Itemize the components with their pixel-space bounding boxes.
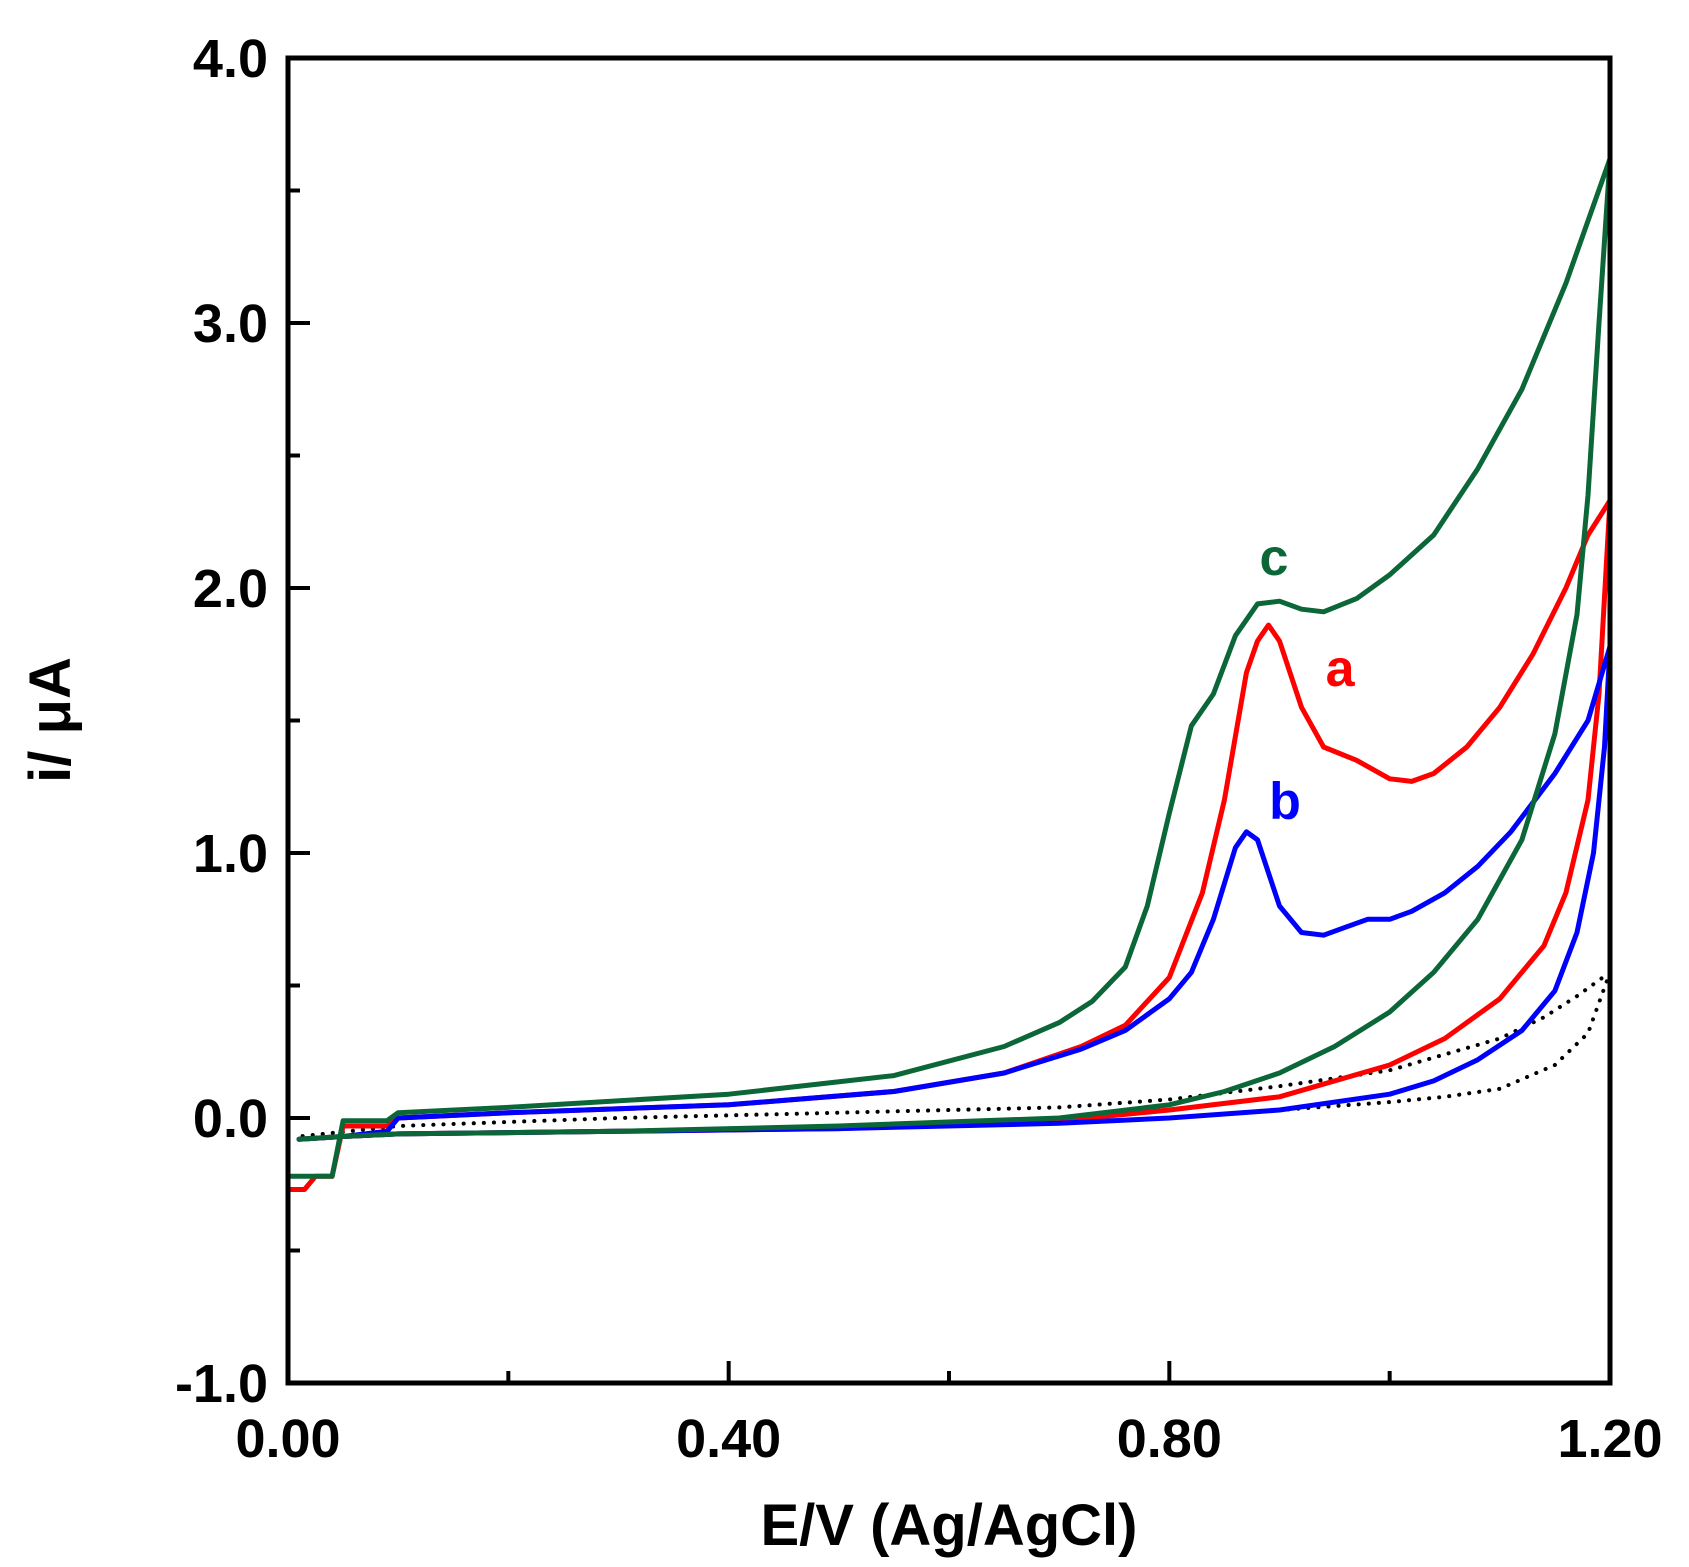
x-tick-label: 0.80 [1117,1409,1222,1469]
x-axis-title: E/V (Ag/AgCl) [761,1493,1138,1558]
y-tick-label: 1.0 [193,824,268,884]
x-tick-label: 1.20 [1557,1409,1662,1469]
curve-label-a: a [1326,640,1356,698]
label-layer: 0.00 0.40 0.80 1.20 -1.0 0.0 1.0 2.0 3.0 4.0 ca b [175,29,1663,1469]
series-line-b [296,643,1613,1142]
y-tick-label: 0.0 [193,1089,268,1149]
plot-frame [285,55,1613,1386]
tick-layer [286,56,1612,1385]
y-tick-label: 3.0 [193,294,268,354]
series-layer [285,156,1613,1192]
x-tick-label: 0.00 [235,1409,340,1469]
y-tick-label: 2.0 [193,559,268,619]
y-axis-title: i/ μA [18,657,83,783]
curve-label-b: b [1269,773,1301,831]
y-tick-label: -1.0 [175,1354,268,1414]
y-tick-label: 4.0 [193,29,268,89]
curve-label-c: c [1260,529,1289,587]
x-tick-label: 0.40 [676,1409,781,1469]
series-line-c [285,156,1613,1179]
